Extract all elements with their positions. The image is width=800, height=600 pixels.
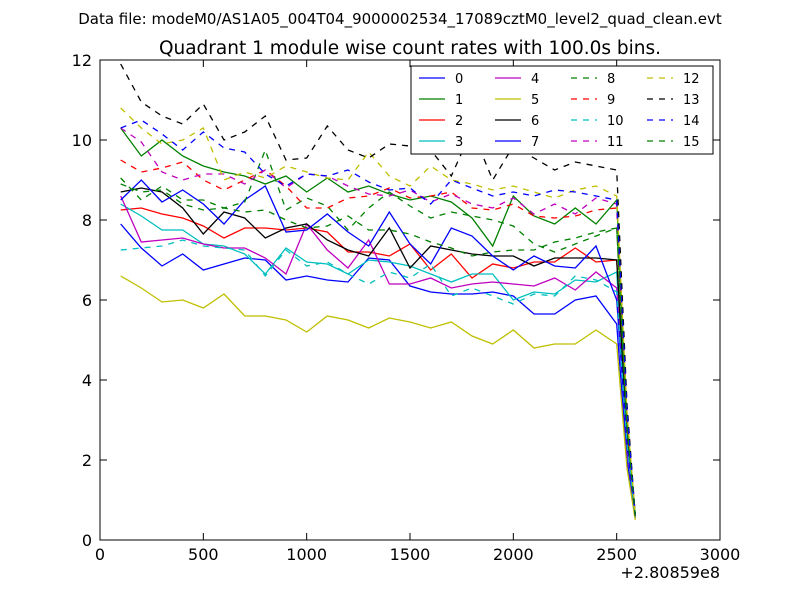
legend-label: 11 xyxy=(607,135,624,150)
legend-label: 8 xyxy=(607,72,615,87)
legend-label: 6 xyxy=(531,114,539,129)
legend-label: 5 xyxy=(531,93,539,108)
legend-label: 12 xyxy=(683,72,700,87)
series-line-5 xyxy=(120,275,636,521)
y-tick-label: 6 xyxy=(82,291,92,310)
chart-suptitle: Data file: modeM0/AS1A05_004T04_90000025… xyxy=(78,10,722,29)
x-tick-label: 0 xyxy=(95,545,105,564)
series-line-12 xyxy=(120,107,636,517)
series-line-1 xyxy=(120,127,636,517)
x-tick-label: 3000 xyxy=(700,545,741,564)
y-tick-label: 12 xyxy=(72,51,92,70)
series-line-7 xyxy=(120,179,636,517)
series-line-3 xyxy=(120,203,636,517)
plot-lines xyxy=(120,63,636,521)
legend-label: 9 xyxy=(607,93,615,108)
series-line-0 xyxy=(120,223,636,519)
series-line-14 xyxy=(120,119,636,517)
legend-label: 13 xyxy=(683,93,700,108)
y-tick-label: 2 xyxy=(82,451,92,470)
x-tick-label: 1000 xyxy=(286,545,327,564)
x-tick-label: 500 xyxy=(188,545,219,564)
legend-label: 4 xyxy=(531,72,539,87)
series-line-15 xyxy=(120,183,636,517)
x-offset-label: +2.80859e8 xyxy=(620,563,720,582)
x-tick-label: 2500 xyxy=(596,545,637,564)
chart-title: Quadrant 1 module wise count rates with … xyxy=(159,38,661,59)
y-tick-label: 10 xyxy=(72,131,92,150)
legend-label: 2 xyxy=(455,114,463,129)
series-line-11 xyxy=(120,127,636,517)
series-line-10 xyxy=(120,239,636,517)
y-tick-label: 0 xyxy=(82,531,92,550)
series-line-8 xyxy=(120,148,636,517)
legend-label: 14 xyxy=(683,114,700,129)
legend-label: 10 xyxy=(607,114,624,129)
legend-label: 0 xyxy=(455,72,463,87)
legend-label: 1 xyxy=(455,93,463,108)
series-line-6 xyxy=(120,187,636,517)
legend-label: 7 xyxy=(531,135,539,150)
legend-label: 3 xyxy=(455,135,463,150)
y-tick-label: 8 xyxy=(82,211,92,230)
x-tick-label: 1500 xyxy=(390,545,431,564)
series-line-2 xyxy=(120,207,636,517)
series-line-4 xyxy=(120,195,636,517)
series-line-13 xyxy=(120,63,636,517)
legend-box xyxy=(410,65,714,155)
series-line-9 xyxy=(120,159,636,517)
y-tick-label: 4 xyxy=(82,371,92,390)
legend-label: 15 xyxy=(683,135,700,150)
x-tick-label: 2000 xyxy=(493,545,534,564)
